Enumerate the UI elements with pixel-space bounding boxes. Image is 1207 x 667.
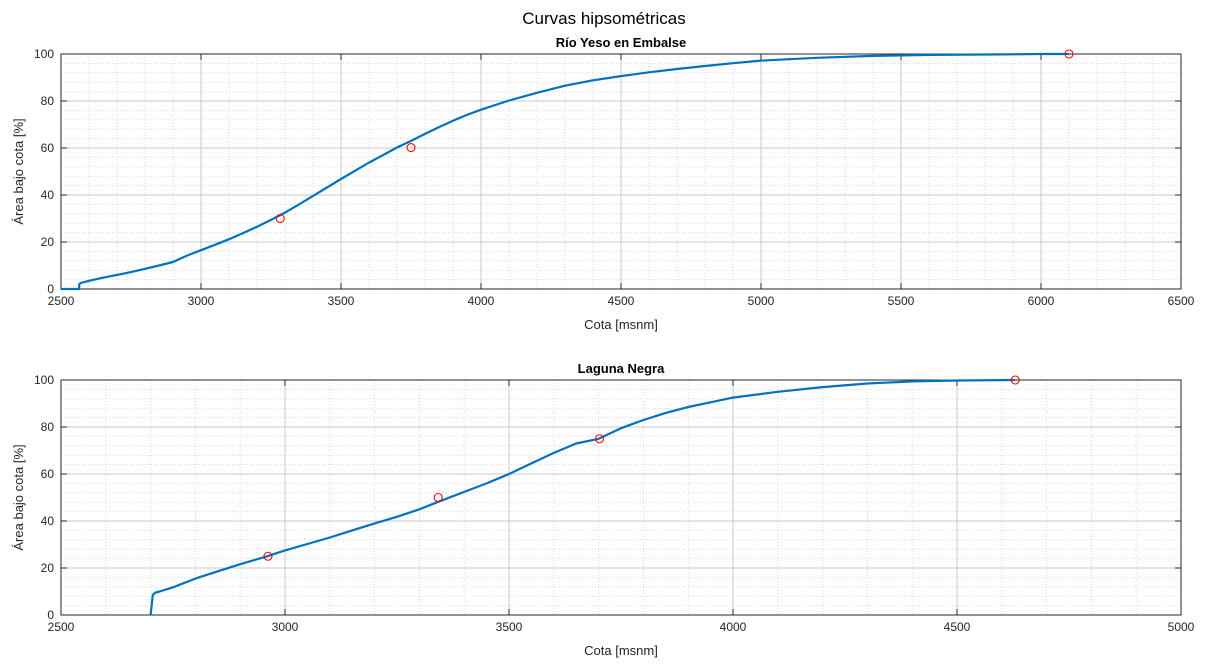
x-axis-label: Cota [msnm] <box>584 643 658 658</box>
y-axis-label: Área bajo cota [%] <box>11 444 26 550</box>
axes-title: Laguna Negra <box>578 361 665 376</box>
x-axis-label: Cota [msnm] <box>584 317 658 332</box>
x-tick-label: 2500 <box>48 620 75 634</box>
x-tick-label: 6500 <box>1168 294 1195 308</box>
axes-frame <box>60 53 1182 290</box>
x-tick-label: 4500 <box>608 294 635 308</box>
x-tick-label: 4000 <box>720 620 747 634</box>
x-tick-label: 3500 <box>328 294 355 308</box>
marker-point <box>594 434 605 444</box>
y-tick-label: 40 <box>41 514 55 528</box>
y-tick-label: 20 <box>41 561 55 575</box>
y-tick-label: 60 <box>41 467 55 481</box>
y-tick-label: 0 <box>47 608 54 622</box>
marker-point <box>406 142 416 153</box>
x-tick-label: 3000 <box>188 294 215 308</box>
y-tick-label: 40 <box>41 188 55 202</box>
x-tick-label: 5000 <box>1168 620 1195 634</box>
x-tick-label: 5500 <box>888 294 915 308</box>
x-tick-label: 2500 <box>48 294 75 308</box>
y-tick-label: 0 <box>47 282 54 296</box>
marker-point <box>275 213 285 224</box>
plot-rio-yeso: 2500 3000 3500 4000 4500 5000 5500 6000 6500 0 20 4… <box>11 35 1195 332</box>
plot-laguna-negra: 2500 3000 3500 4000 4500 5000 0 20 40 60 80 100 Lagu… <box>11 361 1195 658</box>
axes-frame <box>60 379 1182 616</box>
y-tick-label: 20 <box>41 235 55 249</box>
marker-point <box>1010 375 1020 385</box>
y-tick-label: 100 <box>34 373 54 387</box>
hypsometric-curve <box>61 52 1069 291</box>
x-tick-label: 6000 <box>1028 294 1055 308</box>
marker-point <box>1064 49 1074 59</box>
marker-point <box>263 551 273 561</box>
hypsometric-curve <box>149 378 1016 616</box>
marker-point <box>433 492 443 503</box>
y-axis-label: Área bajo cota [%] <box>11 118 26 224</box>
y-tick-label: 80 <box>41 420 55 434</box>
x-tick-label: 4000 <box>468 294 495 308</box>
x-tick-label: 3000 <box>272 620 299 634</box>
x-tick-label: 5000 <box>748 294 775 308</box>
figure-title: Curvas hipsométricas <box>522 9 685 28</box>
y-tick-label: 60 <box>41 141 55 155</box>
y-tick-label: 80 <box>41 94 55 108</box>
x-tick-label: 3500 <box>496 620 523 634</box>
axes-title: Río Yeso en Embalse <box>556 35 687 50</box>
y-tick-label: 100 <box>34 47 54 61</box>
x-tick-label: 4500 <box>944 620 971 634</box>
